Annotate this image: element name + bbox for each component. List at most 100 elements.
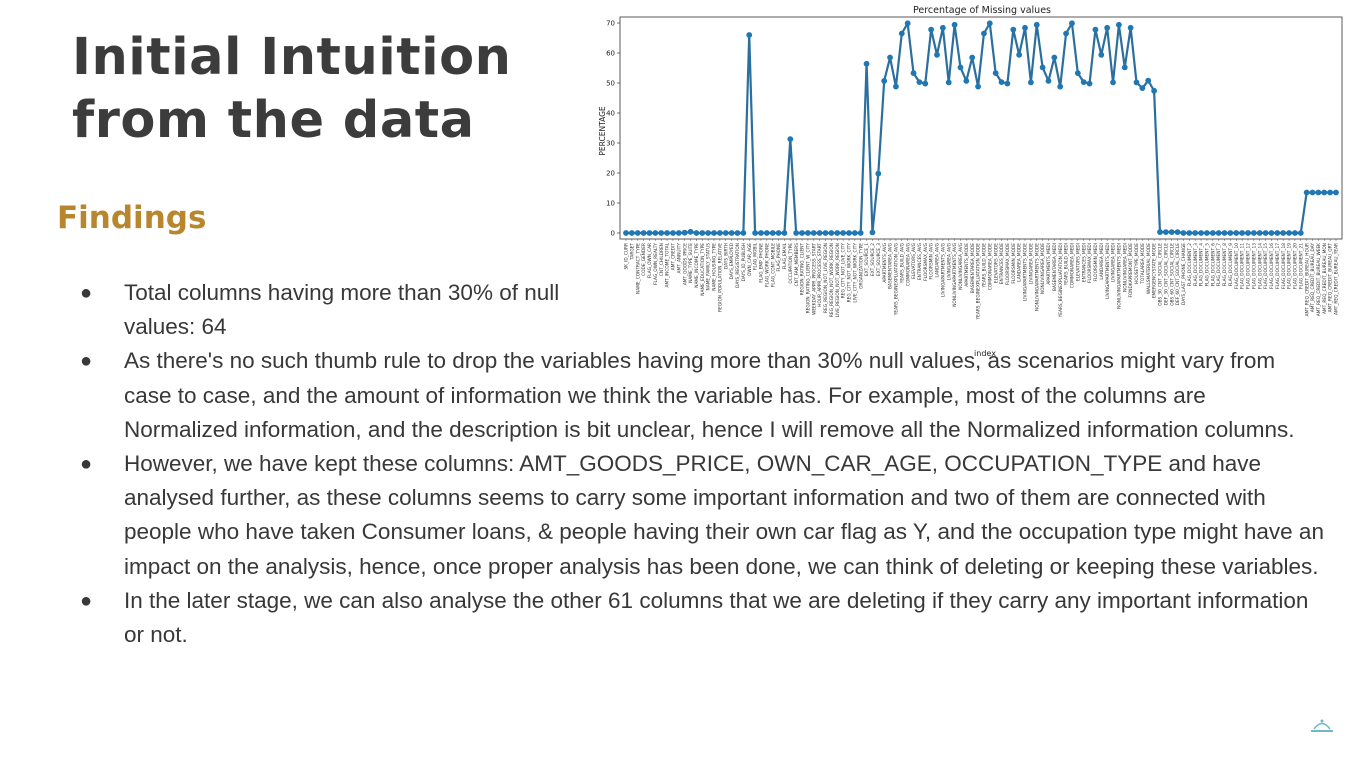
x-tick-label: AMT_ANNUITY bbox=[676, 243, 682, 274]
x-tick-label: BASEMENTAREA_MEDI bbox=[1052, 243, 1058, 291]
data-point bbox=[1145, 77, 1152, 84]
data-point bbox=[1192, 230, 1199, 236]
data-point bbox=[1080, 79, 1087, 85]
data-point bbox=[1327, 189, 1334, 196]
data-point bbox=[1033, 21, 1040, 28]
x-tick-label: ORGANIZATION_TYPE bbox=[858, 243, 864, 289]
data-point bbox=[881, 78, 888, 84]
x-tick-label: FLAG_OWN_REALTY bbox=[653, 243, 659, 285]
data-point bbox=[752, 230, 758, 236]
data-point bbox=[957, 64, 964, 71]
bullet-dot: ● bbox=[80, 589, 93, 612]
x-tick-label: FLAG_CONT_MOBILE bbox=[770, 243, 776, 287]
x-tick-label: BASEMENTAREA_MODE bbox=[970, 243, 976, 293]
data-point bbox=[1239, 230, 1246, 236]
x-tick-label: NONLIVINGAREA_AVG bbox=[958, 243, 964, 290]
x-tick-label: DAYS_LAST_PHONE_CHANGE bbox=[1181, 243, 1187, 305]
x-tick-label: LIVE_CITY_NOT_WORK_CITY bbox=[852, 243, 858, 303]
x-tick-label: REGION_RATING_CLIENT_W_CITY bbox=[806, 243, 812, 314]
data-point bbox=[1057, 83, 1064, 90]
data-point bbox=[670, 230, 676, 236]
data-point bbox=[1027, 79, 1034, 86]
x-tick-label: FLAG_DOCUMENT_13 bbox=[1251, 243, 1257, 289]
x-tick-label: FLAG_DOCUMENT_4 bbox=[1199, 243, 1205, 287]
data-point bbox=[805, 230, 811, 236]
x-tick-label: AMT_REQ_CREDIT_BUREAU_WEEK bbox=[1316, 243, 1322, 316]
y-tick-label: 0 bbox=[611, 230, 615, 238]
x-tick-label: REG_REGION_NOT_WORK_REGION bbox=[829, 243, 835, 317]
x-tick-label: ELEVATORS_AVG bbox=[911, 243, 917, 279]
x-tick-label: LIVINGAREA_MODE bbox=[1028, 243, 1034, 285]
list-item: ● Total columns having more than 30% of … bbox=[0, 276, 564, 344]
data-point bbox=[681, 229, 688, 236]
x-tick-label: DAYS_EMPLOYED bbox=[729, 242, 735, 279]
data-point bbox=[763, 230, 770, 236]
data-point bbox=[810, 230, 817, 236]
data-point bbox=[1268, 230, 1275, 236]
data-point bbox=[634, 230, 641, 236]
data-point bbox=[840, 230, 847, 236]
x-tick-label: REG_REGION_NOT_LIVE_REGION bbox=[823, 243, 829, 313]
data-point bbox=[1292, 230, 1298, 236]
y-tick-label: 50 bbox=[606, 80, 615, 88]
x-tick-label: NONLIVINGAPARTMENTS_AVG bbox=[952, 243, 958, 307]
data-point bbox=[775, 230, 782, 236]
data-point bbox=[1204, 230, 1210, 236]
x-tick-label: COMMONAREA_MODE bbox=[987, 243, 993, 291]
x-tick-label: NONLIVINGAREA_MODE bbox=[1040, 243, 1046, 294]
x-tick-label: DAYS_ID_PUBLISH bbox=[741, 243, 747, 281]
data-point bbox=[1092, 26, 1099, 33]
x-tick-label: NAME_HOUSING_TYPE bbox=[712, 243, 718, 291]
data-point bbox=[1051, 54, 1058, 61]
data-point bbox=[893, 83, 899, 90]
x-tick-label: YEARS_BUILD_MODE bbox=[982, 243, 988, 289]
x-tick-label: FLAG_DOCUMENT_15 bbox=[1263, 243, 1269, 289]
x-tick-label: CODE_GENDER bbox=[641, 243, 647, 276]
x-tick-label: AMT_REQ_CREDIT_BUREAU_DAY bbox=[1310, 243, 1316, 313]
data-point bbox=[863, 60, 870, 67]
x-tick-label: FLAG_DOCUMENT_20 bbox=[1293, 243, 1299, 289]
x-tick-label: FLOORSMAX_AVG bbox=[923, 243, 929, 281]
x-axis-ticks: SK_ID_CURR TARGET NAME_CONTRACT_TYPE CODE_G… bbox=[624, 239, 1340, 320]
data-point bbox=[1303, 189, 1310, 196]
data-point bbox=[728, 230, 735, 236]
data-point bbox=[699, 230, 706, 236]
data-point bbox=[846, 230, 852, 236]
data-point bbox=[628, 230, 635, 236]
findings-heading: Findings bbox=[57, 200, 207, 236]
x-tick-label: FLAG_DOCUMENT_17 bbox=[1275, 243, 1281, 289]
data-point bbox=[816, 230, 823, 236]
data-point bbox=[1139, 85, 1146, 91]
data-point bbox=[1245, 230, 1251, 236]
data-point bbox=[646, 230, 653, 236]
data-point bbox=[969, 54, 976, 61]
data-point bbox=[1180, 230, 1187, 236]
x-tick-label: ELEVATORS_MODE bbox=[993, 243, 999, 283]
data-point bbox=[1309, 189, 1316, 196]
x-tick-label: ELEVATORS_MEDI bbox=[1075, 243, 1081, 281]
data-point bbox=[652, 230, 659, 236]
x-tick-label: NAME_CONTRACT_TYPE bbox=[635, 243, 641, 294]
x-tick-label: NAME_FAMILY_STATUS bbox=[706, 243, 712, 291]
data-point bbox=[869, 229, 876, 236]
x-tick-label: FLAG_DOCUMENT_12 bbox=[1246, 243, 1252, 289]
x-tick-label: AMT_INCOME_TOTAL bbox=[665, 242, 671, 287]
x-tick-label: ENTRANCES_MODE bbox=[999, 243, 1005, 285]
x-tick-label: FLAG_DOCUMENT_10 bbox=[1234, 243, 1240, 289]
x-tick-label: AMT_REQ_CREDIT_BUREAU_YEAR bbox=[1334, 243, 1340, 315]
bullet-text: In the later stage, we can also analyse … bbox=[124, 587, 1309, 648]
data-point bbox=[1227, 230, 1234, 236]
x-tick-label: FLAG_DOCUMENT_6 bbox=[1210, 243, 1216, 287]
x-tick-label: REG_CITY_NOT_LIVE_CITY bbox=[841, 243, 847, 299]
data-point bbox=[1022, 24, 1028, 31]
x-tick-label: APARTMENTS_AVG bbox=[882, 243, 888, 283]
bullet-text: However, we have kept these columns: AMT… bbox=[124, 451, 1324, 579]
x-tick-label: LANDAREA_AVG bbox=[935, 243, 941, 278]
x-tick-label: FLAG_DOCUMENT_11 bbox=[1240, 243, 1246, 289]
data-point bbox=[1039, 64, 1046, 71]
chart-svg: Percentage of Missing values 0 10 20 30 40 50… bbox=[598, 5, 1343, 358]
data-point bbox=[1250, 230, 1257, 236]
x-tick-label: WALLSMATERIAL_MODE bbox=[1146, 243, 1152, 294]
x-tick-label: OBS_60_CNT_SOCIAL_CIRCLE bbox=[1169, 243, 1175, 306]
x-tick-label: LIVINGAREA_MEDI bbox=[1111, 243, 1117, 282]
